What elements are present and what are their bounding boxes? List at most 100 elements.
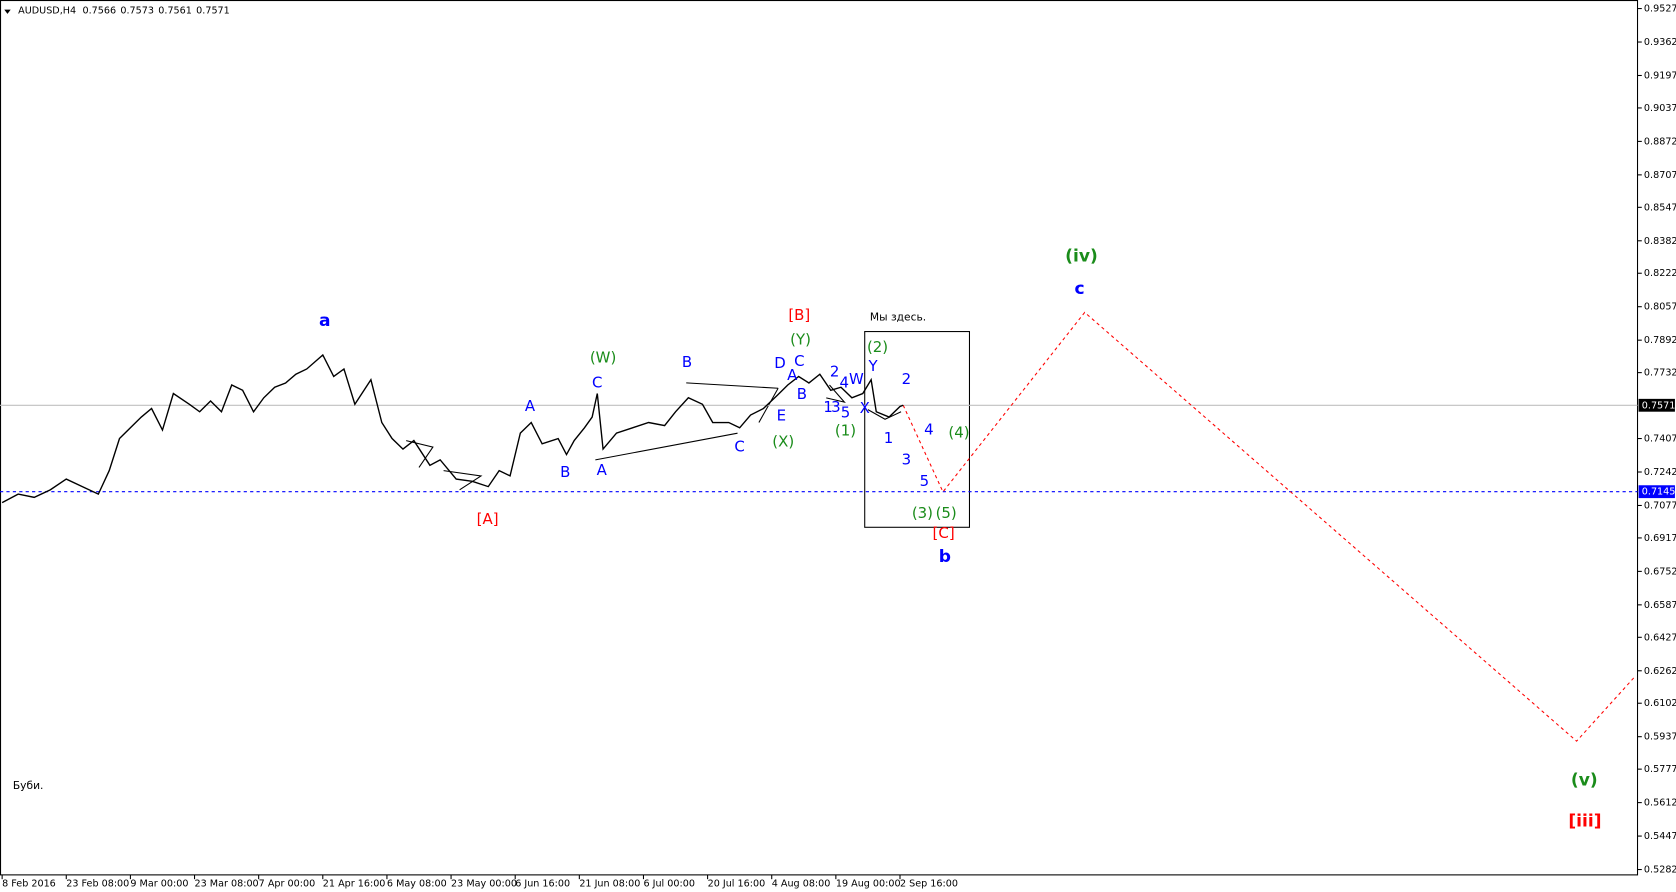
- x-tick-label: 21 Jun 08:00: [579, 878, 640, 889]
- wave-label: [C]: [933, 524, 955, 542]
- wave-label: W: [849, 370, 864, 388]
- y-tick-label: 0.5282: [1644, 865, 1676, 876]
- y-tick-label: 0.6587: [1644, 600, 1676, 611]
- wave-label: a: [319, 311, 331, 331]
- x-tick-label: 21 Apr 16:00: [323, 878, 386, 889]
- y-tick-label: 0.7077: [1644, 500, 1676, 511]
- x-tick-label: 2 Sep 16:00: [900, 878, 958, 889]
- current-price-label: 0.7571: [1642, 400, 1676, 411]
- y-tick-label: 0.5447: [1644, 831, 1676, 842]
- wave-label: (X): [772, 432, 794, 450]
- y-tick-label: 0.7407: [1644, 434, 1676, 445]
- wave-label: (W): [590, 349, 616, 367]
- wave-label: C: [794, 352, 804, 370]
- y-tick-label: 0.6917: [1644, 533, 1676, 544]
- y-tick-label: 0.7732: [1644, 368, 1676, 379]
- wave-label: 3: [902, 450, 912, 468]
- wave-label: B: [797, 385, 807, 403]
- wave-label: 3: [831, 398, 841, 416]
- wave-label: 4: [839, 373, 849, 391]
- wave-label: Мы здесь.: [870, 311, 926, 324]
- wave-label: 1: [823, 398, 833, 416]
- level-label: 0.7145: [1642, 487, 1676, 498]
- wave-label: Y: [867, 357, 878, 375]
- x-tick-label: 6 Jul 00:00: [643, 878, 694, 889]
- triangle: [867, 409, 902, 420]
- x-tick-label: 7 Apr 00:00: [259, 878, 316, 889]
- triangle: [443, 470, 483, 491]
- trendline: [686, 382, 779, 389]
- y-tick-label: 0.8057: [1644, 302, 1676, 313]
- wave-label: 5: [841, 403, 851, 421]
- x-tick-label: 20 Jul 16:00: [708, 878, 766, 889]
- current-price-box: [1638, 398, 1675, 412]
- level-box: [1638, 485, 1675, 499]
- projection-line: [902, 311, 1636, 742]
- wave-label: 2: [830, 363, 840, 381]
- y-tick-label: 0.6102: [1644, 698, 1676, 709]
- caption: Буби.: [13, 779, 44, 792]
- wave-label: A: [525, 397, 536, 415]
- wave-label: (v): [1571, 771, 1598, 791]
- x-tick-label: 23 May 00:00: [451, 878, 517, 889]
- x-tick-label: 23 Mar 08:00: [195, 878, 259, 889]
- wave-label: (4): [948, 424, 969, 442]
- high: 0.7573: [120, 6, 154, 17]
- wave-label: (3): [912, 504, 933, 522]
- wave-label: A: [787, 366, 798, 384]
- wave-label: 4: [924, 421, 934, 439]
- wave-label: X: [860, 399, 870, 417]
- y-tick-label: 0.8707: [1644, 170, 1676, 181]
- wave-label: B: [682, 353, 692, 371]
- y-tick-label: 0.6427: [1644, 632, 1676, 643]
- wave-label: E: [777, 407, 786, 425]
- wave-label: (iv): [1065, 247, 1098, 267]
- y-tick-label: 0.9197: [1644, 70, 1676, 81]
- x-tick-label: 8 Feb 2016: [2, 878, 56, 889]
- x-tick-label: 4 Aug 08:00: [772, 878, 831, 889]
- x-tick-label: 6 May 08:00: [387, 878, 447, 889]
- wave-label: A: [597, 461, 608, 479]
- x-tick-label: 9 Mar 00:00: [130, 878, 188, 889]
- x-tick-label: 6 Jun 16:00: [515, 878, 570, 889]
- wave-label: (5): [936, 504, 957, 522]
- y-tick-label: 0.6752: [1644, 566, 1676, 577]
- trendline: [595, 432, 738, 461]
- wave-label: (2): [867, 338, 888, 356]
- y-tick-label: 0.5937: [1644, 732, 1676, 743]
- close: 0.7571: [196, 6, 230, 17]
- y-tick-label: 0.7892: [1644, 335, 1676, 346]
- y-tick-label: 0.6262: [1644, 666, 1676, 677]
- plot-frame: [0, 0, 1639, 876]
- y-tick-label: 0.5612: [1644, 798, 1676, 809]
- triangle: [826, 384, 846, 404]
- y-tick-label: 0.8382: [1644, 236, 1676, 247]
- menu-arrow[interactable]: [4, 9, 11, 14]
- header: AUDUSD,H4 0.7566 0.7573 0.7561 0.7571: [18, 6, 230, 17]
- wave-label: [A]: [477, 510, 499, 528]
- y-tick-label: 0.5777: [1644, 764, 1676, 775]
- wave-label: [iii]: [1568, 811, 1601, 831]
- wave-label: C: [592, 373, 602, 391]
- wave-label: 1: [884, 429, 894, 447]
- y-tick-label: 0.7242: [1644, 467, 1676, 478]
- wave-label: 2: [902, 370, 912, 388]
- low: 0.7561: [158, 6, 192, 17]
- wave-label: (Y): [790, 331, 811, 349]
- y-tick-label: 0.8547: [1644, 202, 1676, 213]
- y-tick-label: 0.9362: [1644, 37, 1676, 48]
- open: 0.7566: [83, 6, 117, 17]
- y-tick-label: 0.9037: [1644, 103, 1676, 114]
- wave-label: 5: [920, 472, 930, 490]
- symbol: AUDUSD,H4: [18, 6, 76, 17]
- trendlines: [406, 331, 971, 528]
- wave-label: c: [1074, 279, 1084, 299]
- wave-label: (1): [835, 422, 856, 440]
- y-tick-label: 0.8222: [1644, 268, 1676, 279]
- y-tick-label: 0.9527: [1644, 4, 1676, 15]
- x-tick-label: 19 Aug 00:00: [836, 878, 901, 889]
- focus-box: [864, 331, 971, 528]
- y-tick-label: 0.8872: [1644, 136, 1676, 147]
